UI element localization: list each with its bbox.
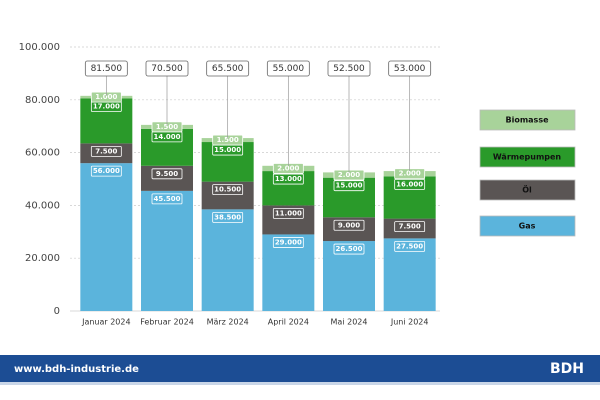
bar-segment	[201, 209, 254, 311]
segment-label: 10.500	[214, 186, 241, 194]
y-tick-label: 0	[54, 306, 60, 317]
total-label: 52.500	[333, 64, 365, 74]
segment-label-box	[272, 207, 304, 219]
x-tick-label: Januar 2024	[81, 318, 131, 327]
segment-label-box	[333, 243, 365, 255]
segment-label-box	[151, 193, 183, 205]
segment-label: 7.500	[399, 223, 421, 231]
segment-label-box	[212, 184, 244, 196]
total-box	[84, 60, 128, 77]
segment-label: 1.500	[156, 123, 178, 131]
segment-label: 2.000	[338, 171, 360, 179]
total-box	[145, 60, 189, 77]
total-label: 81.500	[91, 64, 123, 74]
x-tick-label: April 2024	[268, 318, 309, 327]
segment-label: 26.500	[335, 245, 362, 253]
total-label: 65.500	[212, 64, 244, 74]
footer-band	[0, 355, 600, 382]
segment-label-box	[394, 240, 426, 252]
total-label: 70.500	[151, 64, 183, 74]
x-tick-label: Februar 2024	[140, 318, 194, 327]
segment-label: 38.500	[214, 213, 241, 221]
segment-label: 9.000	[338, 221, 360, 229]
segment-label: 11.000	[275, 209, 302, 217]
y-tick-label: 40.000	[25, 200, 60, 211]
legend-swatch	[479, 179, 576, 201]
legend-label: Wärmepumpen	[493, 153, 562, 162]
total-label: 53.000	[394, 64, 426, 74]
total-box	[388, 60, 432, 77]
segment-label: 29.000	[275, 238, 302, 246]
segment-label: 27.500	[396, 242, 423, 250]
segment-label-box	[151, 168, 183, 180]
legend-label: Biomasse	[505, 116, 549, 125]
total-label: 55.000	[273, 64, 305, 74]
segment-label: 1.000	[95, 93, 117, 101]
segment-label: 16.000	[396, 180, 423, 188]
segment-label-box	[90, 165, 122, 177]
footer-stripe	[0, 382, 600, 385]
legend-label: Öl	[522, 185, 532, 195]
x-tick-label: März 2024	[207, 318, 249, 327]
segment-label: 2.000	[399, 170, 421, 178]
segment-label-box	[333, 219, 365, 231]
legend-swatch	[479, 146, 576, 168]
segment-label-box	[272, 173, 304, 185]
segment-label: 45.500	[153, 195, 180, 203]
segment-label: 15.000	[214, 146, 241, 154]
y-tick-label: 80.000	[25, 95, 60, 106]
footer-url: www.bdh-industrie.de	[14, 364, 139, 375]
y-tick-label: 100.000	[19, 42, 60, 53]
y-tick-label: 20.000	[25, 253, 60, 264]
y-tick-label: 60.000	[25, 148, 60, 159]
footer-logo: BDH	[550, 361, 584, 377]
segment-label: 1.500	[217, 136, 239, 144]
segment-label: 15.000	[335, 182, 362, 190]
segment-label: 17.000	[93, 102, 120, 110]
legend-swatch	[479, 215, 576, 237]
segment-label: 9.500	[156, 170, 178, 178]
segment-label-box	[333, 180, 365, 192]
total-box	[206, 60, 250, 77]
legend-label: Gas	[519, 222, 536, 231]
segment-label: 56.000	[93, 167, 120, 175]
segment-label: 7.500	[95, 147, 117, 155]
bar-segment	[80, 163, 133, 311]
total-box	[266, 60, 310, 77]
legend-swatch	[479, 109, 576, 131]
segment-label-box	[212, 211, 244, 223]
segment-label-box	[90, 145, 122, 157]
bar-segment	[141, 190, 193, 311]
total-box	[327, 60, 371, 77]
segment-label-box	[394, 178, 426, 190]
segment-label-box	[272, 237, 304, 248]
x-tick-label: Mai 2024	[331, 318, 368, 327]
segment-label: 13.000	[275, 175, 302, 183]
segment-label-box	[394, 221, 426, 233]
x-tick-label: Juni 2024	[390, 318, 429, 327]
segment-label: 14.000	[153, 133, 180, 141]
segment-label: 2.000	[277, 164, 299, 172]
